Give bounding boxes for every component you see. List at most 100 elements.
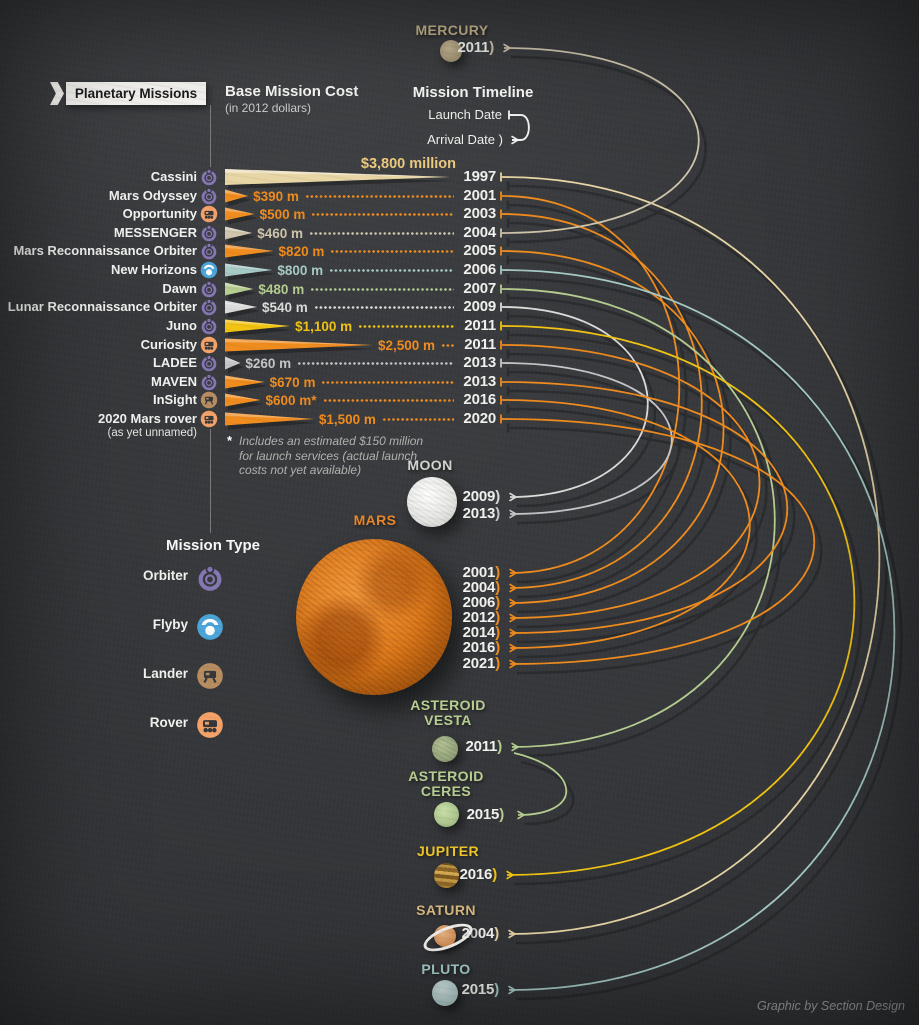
orbiter-icon (201, 224, 217, 242)
cost-wedge-highlight (225, 207, 255, 214)
trajectory-opportunity (500, 209, 703, 589)
cost-wedge-highlight (225, 169, 450, 177)
trajectory-ladee-shadow (506, 367, 680, 525)
dotted-leader (304, 194, 454, 198)
arrival-paren: ) (495, 594, 500, 611)
arrival-year-label: 2012) (462, 609, 501, 626)
planet-pluto (432, 980, 458, 1006)
planet-mercury (440, 40, 462, 62)
mission-name-label: Opportunity (122, 206, 197, 221)
cost-wedges (225, 169, 453, 430)
trajectory-vesta-to-ceres-shadow (520, 760, 575, 826)
orbiter-icon (201, 354, 217, 372)
mission-name-label: MESSENGER (113, 225, 197, 240)
cost-row: $1,100 m (295, 317, 456, 335)
dotted-leader (381, 417, 454, 421)
arrival-year-label: 2014) (462, 624, 501, 641)
mission-type-icon-cell (200, 317, 218, 335)
trajectory-lunar-reconnaissance-orbiter (500, 302, 649, 498)
cost-label: $800 m (277, 262, 324, 278)
trajectory-maven-shadow (506, 386, 796, 644)
trajectory-2020-mars-rover (500, 414, 815, 665)
planet-jupiter (433, 862, 459, 888)
launch-year-label: 1997 (463, 168, 496, 185)
mission-type-icon-cell (200, 168, 218, 186)
cost-row: $390 m (253, 187, 456, 205)
mission-type-icon-cell (200, 242, 218, 260)
launch-year-label: 2016 (463, 391, 496, 408)
arrival-paren: ) (495, 624, 500, 641)
cost-label: $820 m (278, 243, 325, 259)
mission-name-label: Curiosity (140, 337, 197, 352)
legend-label-flyby: Flyby (152, 617, 188, 632)
orbiter-icon (201, 373, 217, 391)
mission-name-label: Mars Odyssey (108, 188, 197, 203)
trajectory-lunar-reconnaissance-orbiter-shadow (506, 311, 657, 508)
cost-wedge-highlight (225, 244, 274, 251)
launch-year-label: 2005 (463, 242, 496, 259)
lander-icon (200, 391, 218, 409)
arrival-paren: ) (497, 738, 502, 755)
cost-wedge-highlight (225, 189, 249, 196)
rover-icon (200, 336, 218, 354)
dotted-leader (311, 212, 454, 216)
trajectory-opportunity-shadow (506, 218, 711, 599)
cost-wedge (225, 169, 450, 185)
planet-mars (296, 539, 452, 695)
cost-row: $600 m* (266, 391, 456, 409)
orbiter-icon (201, 242, 217, 260)
arrival-year-label: 2015) (466, 806, 505, 823)
mission-type-icon-cell (200, 261, 218, 279)
planet-label-pluto: PLUTO (421, 961, 471, 977)
legend-icon-flyby (196, 613, 224, 641)
credit-text: Graphic by Section Design (757, 999, 905, 1013)
arrival-paren: ) (492, 866, 497, 883)
legend-icon-orbiter (196, 564, 224, 592)
legend-label-rover: Rover (149, 715, 188, 730)
cost-label: $670 m (269, 374, 316, 390)
cost-wedge (225, 412, 314, 426)
cost-row: $460 m (257, 224, 456, 242)
cost-label: $1,500 m (318, 411, 376, 427)
launch-year-label: 2009 (463, 298, 496, 315)
planet-vesta (432, 736, 458, 762)
trajectory-cassini (501, 172, 881, 935)
arrival-year-label: 2009) (462, 488, 501, 505)
cost-wedge (225, 319, 291, 333)
planet-label-jupiter: JUPITER (417, 843, 479, 859)
launch-year-label: 2003 (463, 205, 496, 222)
arrival-paren: ) (489, 39, 494, 56)
planet-saturn (434, 925, 456, 947)
planet-label-saturn: SATURN (416, 902, 476, 918)
rover-icon (200, 205, 218, 223)
arrival-year-label: 2011) (465, 738, 502, 755)
legend-icon-rover (196, 711, 224, 739)
arrival-paren: ) (495, 639, 500, 656)
launch-year-label: 2013 (463, 373, 496, 390)
cost-wedge (225, 300, 257, 314)
cost-wedge-highlight (225, 412, 314, 419)
dotted-leader (329, 268, 454, 272)
dotted-leader (309, 231, 454, 235)
arrival-date-label: Arrival Date ) (427, 132, 503, 147)
launch-year-label: 2006 (463, 261, 496, 278)
cost-wedge (225, 207, 255, 221)
mission-type-icon-cell (200, 354, 218, 372)
arrival-year-label: 2021) (462, 655, 501, 672)
cost-wedge (225, 226, 253, 240)
arrival-paren: ) (495, 505, 500, 522)
trajectory-2020-mars-rover-shadow (506, 423, 823, 675)
trajectory-cassini-shadow (506, 181, 888, 945)
trajectory-new-horizons (501, 265, 896, 991)
cost-wedge (225, 375, 265, 389)
planet-label-ceres: ASTEROID CERES (408, 768, 484, 799)
arrival-year-label: 2015) (461, 981, 500, 998)
legend-label-orbiter: Orbiter (142, 568, 188, 583)
connector-line-top (210, 105, 211, 167)
dotted-leader (441, 343, 454, 347)
dotted-leader (313, 305, 454, 309)
cost-wedge (225, 393, 261, 407)
trajectory-insight-shadow (506, 404, 759, 659)
cost-row: $2,500 m (378, 336, 456, 354)
mission-type-icon-cell (200, 187, 218, 205)
